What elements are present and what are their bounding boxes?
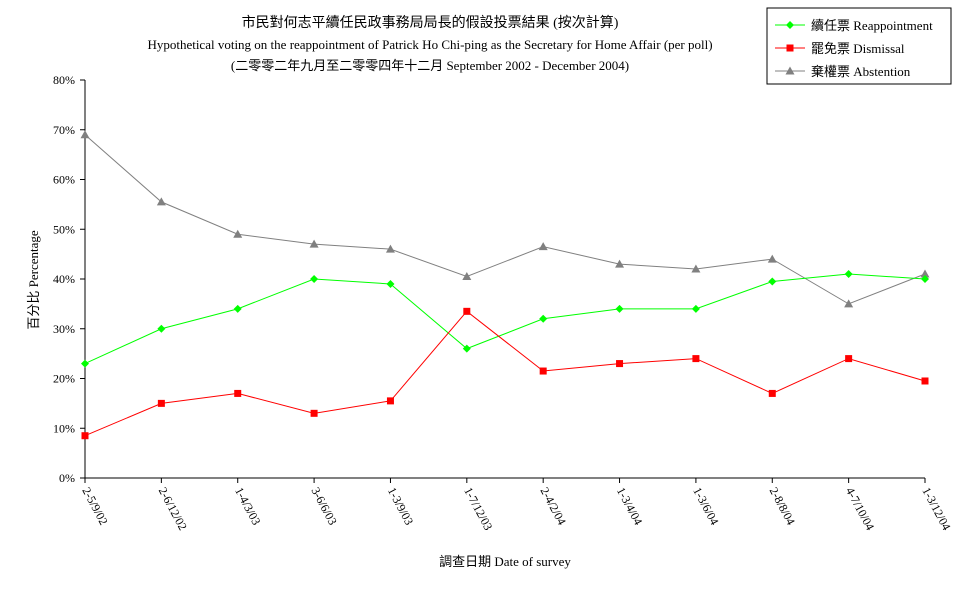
data-point [921,377,929,385]
data-point [157,399,165,407]
y-tick-label: 50% [53,222,75,236]
data-point [844,299,854,308]
x-tick-label: 1-7/12/03 [461,485,495,533]
chart-subtitle-period: (二零零二年九月至二零零四年十二月 September 2002 - Decem… [231,58,629,73]
legend-label: 續任票 Reappointment [811,18,933,33]
y-tick-label: 0% [59,471,75,485]
legend-label: 棄權票 Abstention [811,64,911,79]
data-point [233,229,243,238]
data-point [768,277,777,286]
data-point [234,389,242,397]
y-tick-label: 30% [53,322,75,336]
data-point [692,355,700,363]
data-point [385,244,395,253]
x-tick-label: 1-3/9/03 [385,485,416,527]
data-point [157,324,166,333]
x-axis-label: 調查日期 Date of survey [439,554,571,569]
data-point [615,304,624,313]
y-tick-label: 60% [53,173,75,187]
series-line-2 [84,134,926,305]
data-point [768,389,776,397]
data-point [310,275,319,283]
legend: 續任票 Reappointment 罷免票 Dismissal 棄權票 Absten… [766,7,952,85]
data-point [845,355,853,363]
y-tick-label: 80% [53,73,75,87]
data-point [386,397,394,405]
y-tick-label: 20% [53,372,75,386]
data-point [844,270,853,279]
data-point [309,239,319,248]
y-tick-label: 10% [53,421,75,435]
x-tick-label: 2-5/9/02 [79,485,110,527]
x-tick-label: 2-6/12/02 [156,485,190,533]
data-point [310,409,318,417]
data-point [233,304,242,313]
legend-marker [786,21,794,29]
legend-marker [785,66,795,75]
legend-marker [786,44,794,52]
data-point [156,197,166,206]
x-tick-label: 1-4/3/03 [232,485,263,527]
data-point [767,254,777,263]
data-point [921,275,929,283]
data-point [691,264,701,273]
x-tick-label: 2-8/8/04 [767,485,798,527]
x-tick-label: 1-3/6/04 [690,485,721,527]
data-point [539,314,548,323]
data-point [920,269,930,278]
data-point [538,242,548,251]
x-tick-label: 2-4/2/04 [538,485,569,527]
chart-subtitle: Hypothetical voting on the reappointment… [147,37,712,52]
x-tick-label: 1-3/4/04 [614,485,645,527]
y-axis-label: 百分比 Percentage [26,230,41,330]
x-tick-label: 4-7/10/04 [843,485,877,533]
plot-area: 0% 10% 20% 30% 40% 50% 60% 70% 80% 2-5/9/02 2-6/12… [53,73,954,533]
data-point [81,432,89,440]
data-point [462,272,472,281]
chart-title: 市民對何志平續任民政事務局局長的假設投票結果 (按次計算) [242,14,619,31]
x-tick-label: 1-3/12/04 [919,485,953,533]
data-point [539,367,547,375]
data-point [615,259,625,268]
data-point [463,307,471,315]
y-tick-label: 40% [53,272,75,286]
data-point [386,279,395,288]
y-tick-label: 70% [53,123,75,137]
data-point [80,130,90,139]
data-point [616,360,624,368]
data-point [691,304,700,313]
data-point [81,359,89,368]
series-line-1 [84,310,926,437]
legend-label: 罷免票 Dismissal [811,41,905,56]
series-line-0 [84,273,926,365]
data-point [462,344,471,353]
x-tick-label: 3-6/6/03 [308,485,339,527]
